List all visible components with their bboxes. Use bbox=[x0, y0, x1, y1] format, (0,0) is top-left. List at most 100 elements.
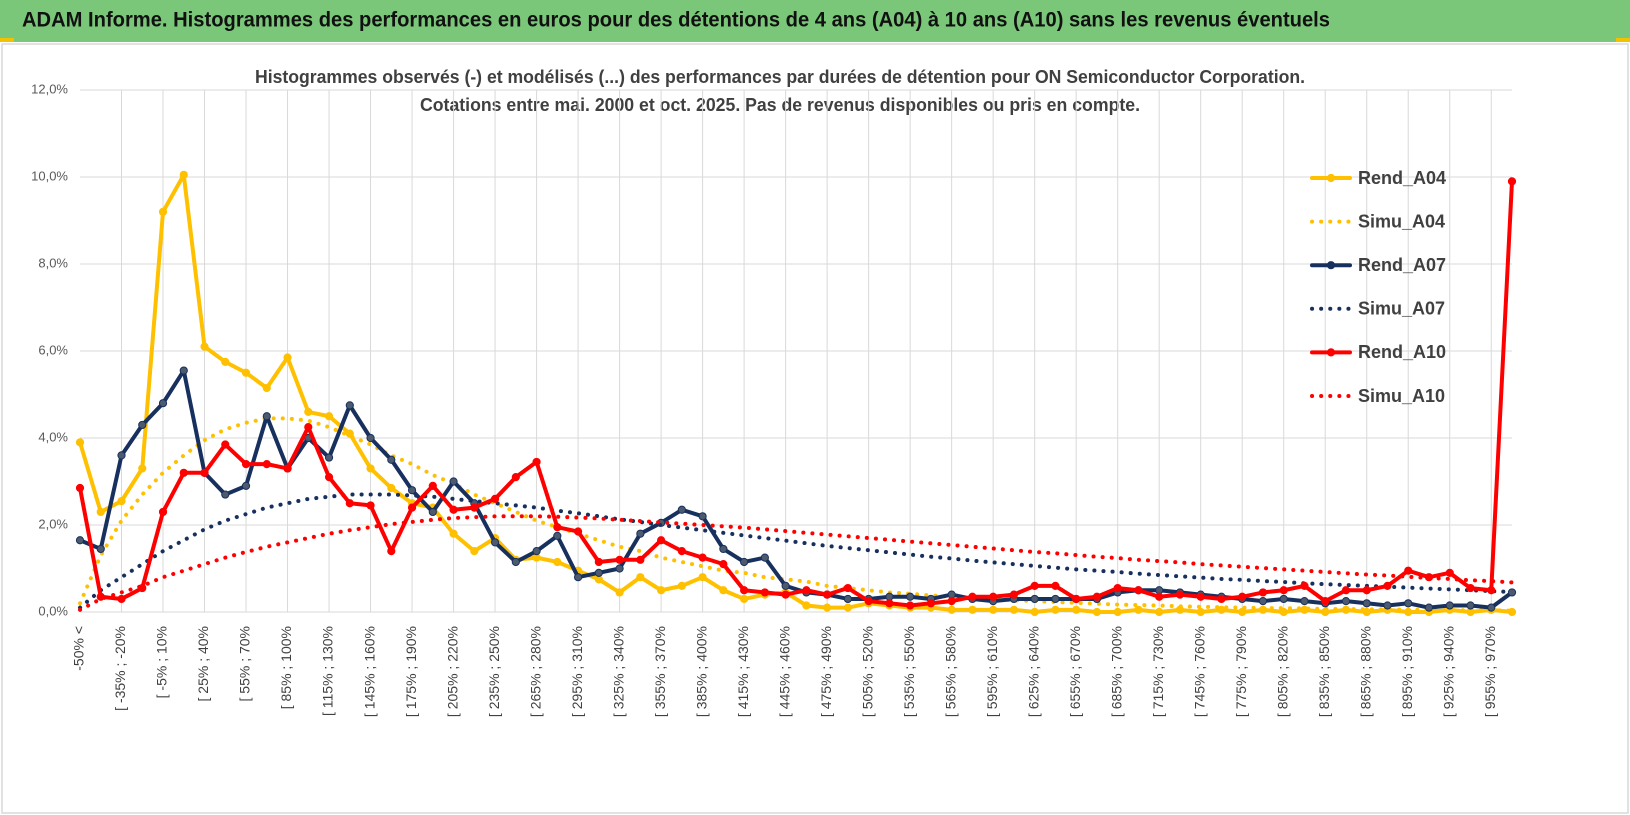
data-point bbox=[324, 412, 334, 421]
data-point bbox=[740, 557, 749, 567]
data-point bbox=[1072, 594, 1081, 604]
data-point bbox=[1466, 601, 1475, 610]
data-point bbox=[117, 451, 126, 460]
data-point bbox=[677, 505, 686, 514]
data-point bbox=[96, 507, 105, 517]
data-point bbox=[1279, 586, 1288, 595]
x-tick-label: [ -35% ; -20% bbox=[112, 626, 128, 711]
legend-marker bbox=[1326, 173, 1336, 183]
data-point bbox=[968, 592, 977, 601]
data-point bbox=[532, 457, 541, 467]
data-point bbox=[573, 527, 583, 536]
x-tick-label: [ 145% ; 160% bbox=[361, 626, 377, 717]
data-point bbox=[553, 557, 562, 567]
data-point bbox=[1175, 590, 1185, 599]
data-point bbox=[1383, 601, 1392, 610]
x-tick-label: [ 565% ; 580% bbox=[942, 626, 958, 717]
y-tick-label: 10,0% bbox=[31, 168, 68, 183]
data-point bbox=[1092, 607, 1102, 617]
data-point bbox=[1258, 588, 1268, 597]
data-point bbox=[698, 553, 707, 562]
x-tick-label: [ 235% ; 250% bbox=[486, 626, 502, 717]
data-point bbox=[1341, 586, 1351, 595]
header-corner bbox=[1616, 38, 1630, 42]
data-point bbox=[428, 481, 437, 490]
y-tick-label: 2,0% bbox=[38, 516, 68, 531]
data-point bbox=[1134, 586, 1143, 595]
legend-label: Rend_A07 bbox=[1358, 255, 1446, 275]
x-tick-label: [ 625% ; 640% bbox=[1025, 626, 1041, 717]
data-point bbox=[75, 438, 85, 447]
data-point bbox=[241, 460, 251, 469]
data-point bbox=[1113, 583, 1122, 593]
x-tick-label: [ 325% ; 340% bbox=[610, 626, 626, 717]
data-point bbox=[158, 207, 168, 216]
x-tick-label: [ 385% ; 400% bbox=[693, 626, 709, 717]
series-line bbox=[78, 416, 1514, 613]
data-point bbox=[262, 460, 271, 469]
data-point bbox=[760, 553, 769, 562]
data-point bbox=[906, 601, 915, 610]
data-point bbox=[781, 590, 790, 599]
data-point bbox=[1321, 597, 1330, 606]
data-point bbox=[1362, 586, 1371, 595]
x-tick-label: [ 805% ; 820% bbox=[1274, 626, 1290, 717]
x-tick-label: [ -5% ; 10% bbox=[154, 626, 170, 698]
data-point bbox=[117, 594, 126, 604]
data-point bbox=[200, 468, 209, 477]
data-point bbox=[407, 503, 417, 512]
data-point bbox=[1445, 601, 1454, 610]
data-point bbox=[636, 555, 645, 564]
data-point bbox=[283, 464, 292, 473]
data-point bbox=[490, 494, 500, 503]
data-point bbox=[677, 581, 686, 591]
data-point bbox=[511, 473, 520, 482]
data-point bbox=[511, 557, 520, 567]
data-point bbox=[594, 557, 603, 567]
data-point bbox=[947, 605, 956, 614]
data-point bbox=[1134, 605, 1143, 614]
data-point bbox=[1030, 607, 1039, 617]
chart-subtitle: Histogrammes observés (-) et modélisés (… bbox=[255, 67, 1305, 87]
x-tick-label: [ 595% ; 610% bbox=[984, 626, 1000, 717]
x-tick-label: -50% < bbox=[71, 626, 87, 671]
data-point bbox=[553, 531, 562, 540]
header-corner bbox=[0, 38, 14, 42]
legend-marker bbox=[1326, 261, 1336, 270]
data-point bbox=[158, 399, 168, 408]
data-point bbox=[823, 590, 832, 599]
x-tick-label: [ 505% ; 520% bbox=[859, 626, 875, 717]
data-point bbox=[823, 603, 832, 612]
data-point bbox=[1404, 566, 1413, 575]
data-point bbox=[221, 490, 230, 499]
data-point bbox=[241, 481, 251, 490]
data-point bbox=[802, 601, 811, 610]
data-point bbox=[657, 586, 666, 595]
data-point bbox=[719, 544, 728, 554]
data-point bbox=[1487, 603, 1496, 612]
x-tick-label: [ 445% ; 460% bbox=[776, 626, 792, 717]
data-point bbox=[1300, 581, 1309, 591]
data-point bbox=[864, 597, 873, 606]
data-point bbox=[1092, 592, 1102, 601]
data-point bbox=[387, 483, 396, 493]
data-point bbox=[241, 368, 251, 377]
x-tick-label: [ 175% ; 190% bbox=[403, 626, 419, 717]
data-point bbox=[989, 605, 998, 614]
legend-label: Rend_A04 bbox=[1358, 168, 1446, 188]
x-tick-label: [ 955% ; 970% bbox=[1482, 626, 1498, 717]
y-tick-label: 12,0% bbox=[31, 81, 68, 96]
data-point bbox=[470, 503, 479, 512]
data-point bbox=[428, 507, 437, 517]
data-point bbox=[1155, 592, 1164, 601]
data-point bbox=[843, 594, 852, 604]
data-point bbox=[1009, 590, 1019, 599]
data-point bbox=[304, 423, 313, 432]
data-point bbox=[781, 581, 790, 591]
x-tick-label: [ 925% ; 940% bbox=[1440, 626, 1456, 717]
data-point bbox=[532, 547, 541, 556]
data-point bbox=[719, 586, 728, 595]
x-tick-label: [ 475% ; 490% bbox=[818, 626, 834, 717]
data-point bbox=[138, 420, 147, 430]
